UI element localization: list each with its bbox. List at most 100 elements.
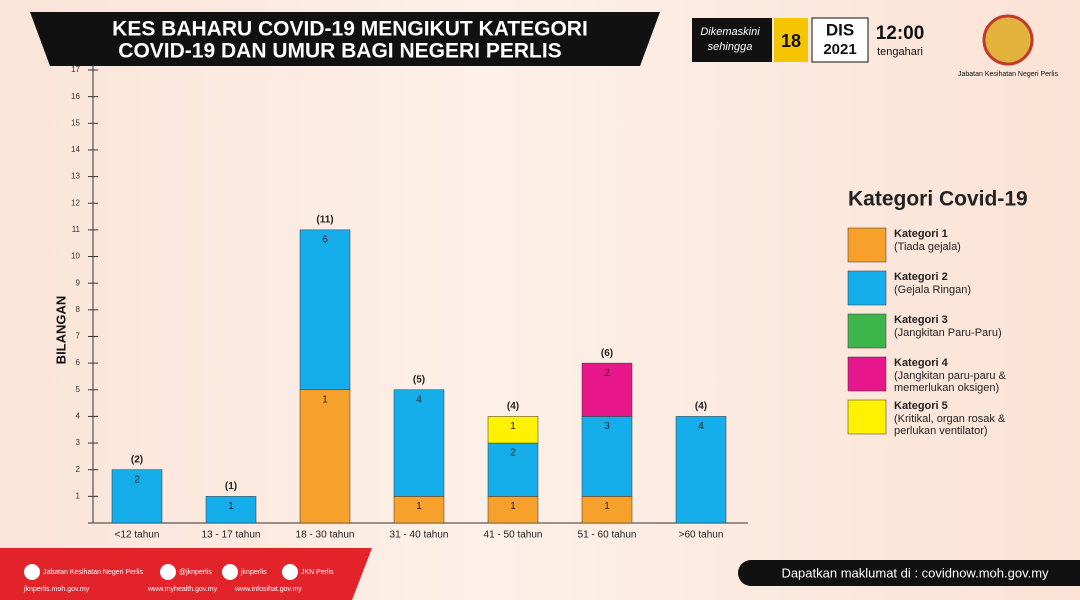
chart-title: COVID-19 DAN UMUR BAGI NEGERI PERLIS [118,40,561,63]
y-tick-label: 9 [76,278,81,287]
y-tick-label: 11 [72,225,81,234]
x-tick-label: 31 - 40 tahun [390,530,449,541]
updated-box [692,18,772,62]
x-tick-label: 18 - 30 tahun [296,530,355,541]
data-label: 1 [510,501,516,512]
legend-name: Kategori 5 [894,400,948,412]
bar-segment [487,496,539,524]
total-label: (4) [695,401,707,412]
y-tick-label: 8 [76,305,81,314]
social-icon [282,564,298,580]
footer-link: www.infosihat.gov.my [234,586,302,593]
bar-segment [675,416,727,524]
day-box [774,18,808,62]
x-tick-label: <12 tahun [115,530,160,541]
legend-description: (Tiada gejala) [894,241,961,253]
info-bar [738,560,1080,586]
crest [982,14,1034,66]
y-tick-label: 10 [71,252,80,261]
legend-swatch [847,356,887,392]
y-tick-label: 7 [76,332,81,341]
social-icon [160,564,176,580]
y-tick-label: 3 [76,438,81,447]
bar-segment [487,416,539,444]
y-tick-label: 6 [76,358,81,367]
y-tick-label: 2 [76,465,81,474]
legend-swatch [847,399,887,435]
x-tick-label: 41 - 50 tahun [484,530,543,541]
total-label: (4) [507,401,519,412]
day: 18 [781,31,801,51]
y-tick-label: 4 [76,412,81,421]
total-label: (5) [413,374,425,385]
y-tick-label: 13 [71,172,80,181]
legend-swatch [847,227,887,263]
social-handle: @jknperlis [179,569,212,576]
legend-name: Kategori 1 [894,228,948,240]
time: 12:00 [876,23,925,44]
data-label: 1 [510,421,516,432]
bar-segment [581,362,633,417]
total-label: (11) [316,215,333,226]
y-tick-label: 16 [71,92,80,101]
data-label: 4 [698,421,704,432]
footer-link: jknperlis.moh.gov.my [23,586,90,593]
x-tick-label: 13 - 17 tahun [202,530,261,541]
month: DIS [826,20,854,39]
bar-segment [393,389,445,497]
y-tick-label: 14 [71,145,80,154]
x-tick-label: 51 - 60 tahun [578,530,637,541]
social-handle: jknperlis [240,569,267,576]
year: 2021 [823,41,856,58]
legend-description: (Jangkitan Paru-Paru) [894,327,1002,339]
footer-banner [0,548,372,600]
legend-name: Kategori 2 [894,271,948,283]
legend-description: (Gejala Ringan) [894,284,971,296]
y-tick-label: 17 [71,65,80,74]
y-tick-label: 12 [71,198,80,207]
data-label: 2 [134,474,140,485]
y-axis-label: BILANGAN [53,296,68,365]
data-label: 6 [322,235,328,246]
social-handle: JKN Perlis [301,569,334,576]
data-label: 2 [510,448,516,459]
x-tick-label: >60 tahun [679,530,724,541]
legend-swatch [847,270,887,306]
bar-segment [205,496,257,524]
data-label: 1 [604,501,610,512]
legend-title: Kategori Covid-19 [848,188,1028,211]
legend-name: Kategori 4 [894,357,949,369]
y-tick-label: 1 [76,491,81,500]
total-label: (2) [131,454,143,465]
bar-segment [299,229,351,391]
legend-description: perlukan ventilator) [894,425,988,437]
data-label: 4 [416,394,422,405]
legend-name: Kategori 3 [894,314,948,326]
updated-label: Dikemaskini [700,26,760,38]
data-label: 2 [604,368,610,379]
footer-link: www.myhealth.gov.my [147,586,218,593]
info: Dapatkan maklumat di : covidnow.moh.gov.… [781,565,1049,580]
y-tick-label: 15 [71,118,80,127]
updated-label: sehingga [708,41,753,53]
legend-swatch [847,313,887,349]
bar-segment [111,469,163,524]
data-label: 1 [228,501,234,512]
org: Jabatan Kesihatan Negeri Perlis [958,71,1059,78]
y-tick-label: 5 [76,385,81,394]
data-label: 1 [322,394,328,405]
data-label: 1 [416,501,422,512]
social-icon [24,564,40,580]
bar-segment [299,389,351,524]
bar-segment [581,416,633,497]
total-label: (6) [601,348,613,359]
legend-description: (Kritikal, organ rosak & [894,413,1006,425]
bar-segment [487,442,539,497]
social-icon [222,564,238,580]
chart-title: KES BAHARU COVID-19 MENGIKUT KATEGORI [112,18,588,41]
legend-description: memerlukan oksigen) [894,382,999,394]
data-label: 3 [604,421,610,432]
legend-description: (Jangkitan paru-paru & [894,370,1007,382]
